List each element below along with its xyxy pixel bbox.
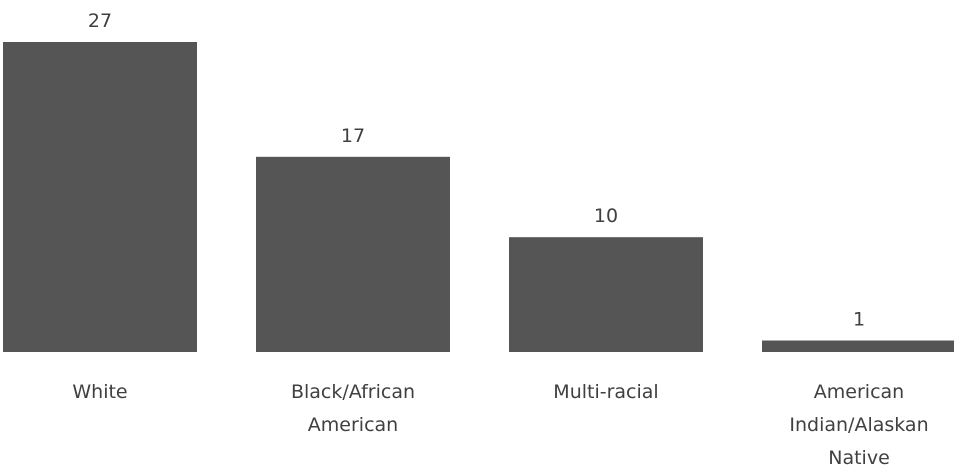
bar-1 bbox=[3, 42, 197, 352]
category-label-line: Multi-racial bbox=[553, 381, 658, 403]
category-label-line: Black/African bbox=[291, 381, 415, 403]
value-labels-group: 27 17 10 1 bbox=[88, 10, 865, 331]
category-label-line: White bbox=[72, 381, 127, 403]
category-label-line: Indian/Alaskan bbox=[789, 414, 928, 436]
category-label-2: Black/African American bbox=[291, 381, 415, 436]
value-label-3: 10 bbox=[594, 205, 618, 227]
category-label-line: Native bbox=[828, 447, 890, 469]
category-label-line: American bbox=[814, 381, 904, 403]
category-label-1: White bbox=[72, 381, 127, 403]
category-label-4: American Indian/Alaskan Native bbox=[789, 381, 928, 469]
bar-4 bbox=[762, 340, 954, 352]
category-labels-group: White Black/African American Multi-racial Am… bbox=[72, 381, 928, 469]
bar-3 bbox=[509, 237, 703, 352]
value-label-2: 17 bbox=[341, 125, 365, 147]
bar-2 bbox=[256, 156, 450, 352]
category-label-line: American bbox=[308, 414, 398, 436]
bars-group bbox=[3, 42, 954, 352]
value-label-4: 1 bbox=[853, 309, 865, 331]
value-label-1: 27 bbox=[88, 10, 112, 32]
category-label-3: Multi-racial bbox=[553, 381, 658, 403]
